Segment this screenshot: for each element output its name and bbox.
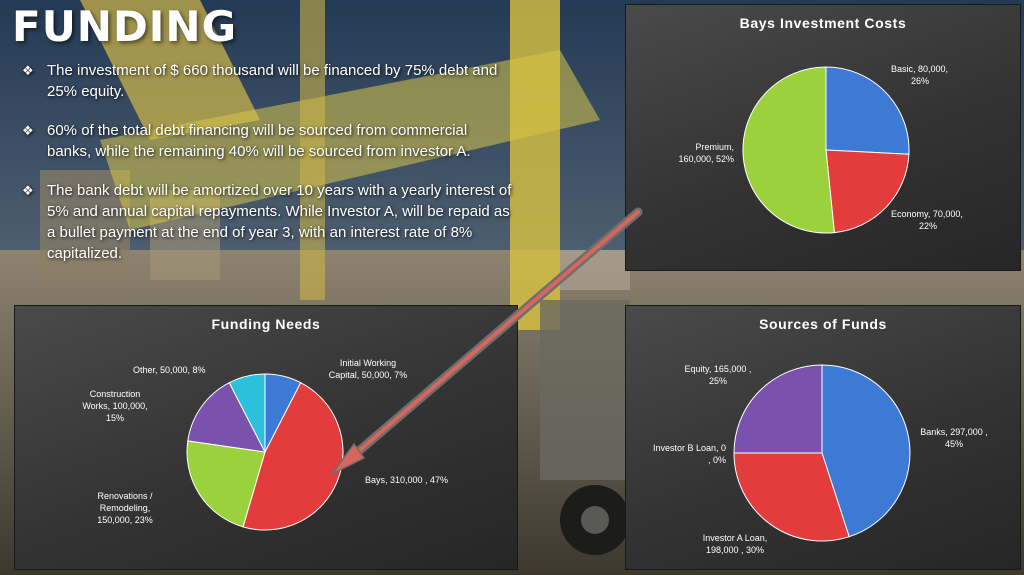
pie-slice-renovations-remodeling [186, 440, 266, 528]
chart-title: Bays Investment Costs [739, 15, 907, 31]
bullet-item: ❖ The investment of $ 660 thousand will … [22, 60, 542, 102]
slice-label-renovations: Renovations / Remodeling, 150,000, 23% [97, 491, 153, 525]
slice-label-other: Other, 50,000, 8% [133, 365, 206, 375]
pie-svg [186, 373, 344, 531]
pie-slice-investor-a-loan [733, 452, 850, 542]
diamond-bullet-icon: ❖ [22, 183, 34, 198]
sources-of-funds-chart: Sources of Funds Banks, 297,000 , 45% Inv… [625, 305, 1021, 570]
chart-title: Funding Needs [211, 316, 321, 332]
pie-slice-other [228, 373, 266, 453]
slice-label-basic: Basic, 80,000, 26% [891, 64, 949, 86]
slice-label-banks: Banks, 297,000 , 45% [920, 427, 988, 449]
pie-slice-banks [821, 364, 911, 538]
bays-investment-costs-chart: Bays Investment Costs Basic, 80,000, 26% … [625, 4, 1021, 271]
pie-slice-construction-works [187, 381, 266, 453]
diamond-bullet-icon: ❖ [22, 123, 34, 138]
pie-slice-basic [825, 66, 910, 155]
slice-label-initial-working-capital: Initial Working Capital, 50,000, 7% [328, 358, 408, 380]
slice-label-economy: Economy, 70,000, 22% [891, 209, 963, 231]
pie-svg [742, 66, 910, 234]
diamond-bullet-icon: ❖ [22, 63, 34, 78]
bullet-text: The investment of $ 660 thousand will be… [47, 62, 498, 100]
bullet-text: 60% of the total debt financing will be … [47, 122, 471, 160]
slice-label-investor-b-loan: Investor B Loan, 0, 0% [652, 443, 726, 465]
slice-label-equity: Equity, 165,000 , 25% [684, 364, 752, 386]
pie-slice-economy [825, 149, 910, 234]
bullet-text: The bank debt will be amortized over 10 … [47, 182, 512, 262]
slice-label-investor-a-loan: Investor A Loan, 198,000 , 30% [702, 533, 768, 555]
slice-label-bays: Bays, 310,000 , 47% [365, 475, 449, 485]
chart-title: Sources of Funds [759, 316, 887, 332]
pie-slice-bays [242, 381, 344, 531]
bullet-item: ❖ 60% of the total debt financing will b… [22, 120, 542, 162]
funding-needs-chart: Funding Needs Initial Working Capital, 50… [14, 305, 518, 570]
pie-svg [733, 364, 911, 542]
bullet-item: ❖ The bank debt will be amortized over 1… [22, 180, 542, 264]
pie-slice-premium [742, 66, 835, 234]
pie-slice-equity [733, 364, 823, 454]
slice-label-premium: Premium, 160,000, 52% [678, 142, 734, 164]
bullet-list: ❖ The investment of $ 660 thousand will … [22, 60, 542, 282]
slide-title: FUNDING [12, 2, 238, 51]
slice-label-construction-works: Construction Works, 100,000, 15% [82, 389, 148, 423]
